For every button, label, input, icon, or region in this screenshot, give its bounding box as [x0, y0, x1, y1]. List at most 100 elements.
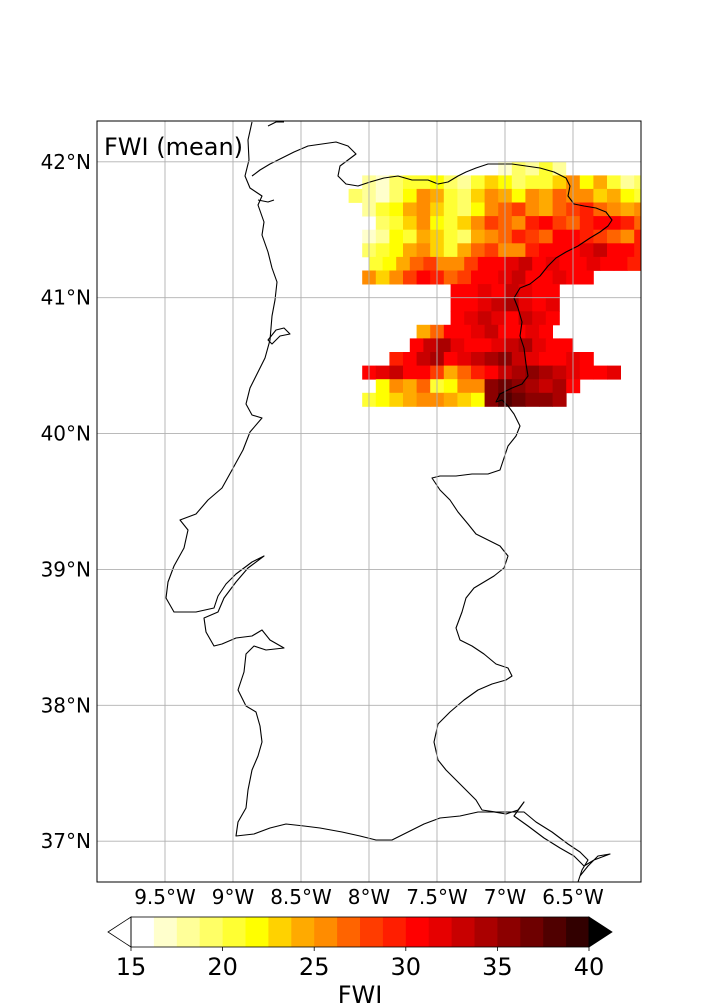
fwi-cell [545, 297, 560, 312]
fwi-cell [375, 365, 390, 380]
fwi-cell [579, 352, 594, 366]
fwi-cell [532, 297, 547, 312]
fwi-cell [457, 216, 472, 231]
fwi-cell [661, 243, 675, 257]
fwi-cell [375, 392, 390, 407]
fwi-cell [491, 297, 506, 312]
fwi-cell [511, 324, 526, 339]
fwi-cell [457, 188, 472, 203]
fwi-cell [716, 230, 720, 244]
fwi-cell [525, 229, 540, 244]
fwi-cell [416, 352, 431, 366]
fwi-cell [477, 311, 492, 326]
fwi-cell [457, 175, 472, 190]
fwi-cell [443, 202, 458, 217]
fwi-cell [477, 284, 492, 299]
fwi-cell [525, 188, 540, 203]
fwi-cell [443, 216, 458, 231]
colorbar-swatch [382, 917, 407, 947]
fwi-cell [484, 161, 499, 176]
colorbar-swatch [176, 917, 201, 947]
fwi-cell [464, 297, 479, 312]
colorbar-tick-label: 25 [299, 953, 330, 981]
fwi-cell [511, 270, 526, 285]
fwi-cell [511, 229, 526, 244]
colorbar-frame [130, 916, 590, 948]
fwi-cell [539, 161, 553, 176]
fwi-cell [689, 243, 703, 257]
fwi-cell [403, 270, 417, 285]
fwi-cell [416, 188, 431, 203]
fwi-cell [661, 189, 675, 203]
fwi-cell [484, 229, 499, 244]
longitude-tick-label: 7.5°W [406, 885, 468, 909]
fwi-cell [409, 338, 424, 353]
fwi-cell [579, 202, 594, 217]
fwi-cell [389, 216, 404, 231]
fwi-cell [416, 324, 431, 339]
fwi-cell [607, 202, 621, 217]
fwi-cell [634, 202, 641, 217]
fwi-cell [579, 270, 594, 285]
latitude-tick-labels: 37°N 38°N 39°N 40°N 41°N 42°N [41, 150, 91, 853]
colorbar-swatch [543, 917, 567, 947]
fwi-cell [375, 216, 390, 231]
fwi-cell [539, 392, 553, 407]
fwi-cell [464, 338, 479, 353]
fwi-cell [573, 256, 587, 271]
fwi-cell [579, 243, 594, 258]
latitude-tick-label: 39°N [41, 557, 91, 581]
fwi-cell [689, 216, 703, 230]
fwi-cell [525, 324, 540, 339]
fwi-cell [607, 188, 621, 203]
fwi-cell [689, 230, 703, 244]
fwi-cell [464, 256, 479, 271]
fwi-cell [403, 188, 417, 203]
fwi-cell [423, 256, 438, 271]
fwi-cell [403, 379, 417, 394]
fwi-cell [416, 365, 431, 380]
fwi-cell [545, 311, 560, 326]
fwi-cell [593, 229, 608, 244]
fwi-cell [634, 175, 641, 190]
fwi-cell [375, 243, 390, 258]
fwi-cell [525, 202, 540, 217]
colorbar-swatch [291, 917, 315, 947]
colorbar-tick-label: 20 [207, 953, 238, 981]
fwi-cell [437, 256, 451, 271]
fwi-cell [471, 188, 485, 203]
colorbar-ticks: 15 20 25 30 35 40 [116, 947, 604, 981]
fwi-cell [389, 188, 404, 203]
fwi-cell [457, 270, 472, 285]
fwi-cell [484, 216, 499, 231]
colorbar-swatch [199, 917, 223, 947]
fwi-cell [375, 202, 390, 217]
fwi-cell [471, 324, 485, 339]
fwi-cell [675, 243, 689, 257]
fwi-cell [525, 365, 540, 380]
fwi-cell [382, 256, 397, 271]
fwi-cell [464, 311, 479, 326]
fwi-cell [484, 379, 499, 394]
fwi-cell [675, 216, 689, 230]
fwi-cell [403, 392, 417, 407]
fwi-cell [443, 229, 458, 244]
fwi-cell [675, 175, 689, 189]
fwi-cell [403, 229, 417, 244]
fwi-cell [620, 243, 635, 258]
longitude-tick-label: 6.5°W [542, 885, 604, 909]
fwi-cell [443, 324, 458, 339]
fwi-cell [559, 338, 574, 353]
fwi-cell [457, 229, 472, 244]
fwi-cell [702, 203, 716, 217]
latitude-tick-label: 37°N [41, 829, 91, 853]
fwi-cell [532, 338, 547, 353]
colorbar-swatch [360, 917, 384, 947]
fwi-cell [389, 352, 404, 366]
fwi-cell [648, 189, 662, 203]
fwi-cell [702, 189, 716, 203]
fwi-cell [348, 188, 363, 203]
longitude-tick-label: 7°W [484, 885, 527, 909]
fwi-cell [423, 338, 438, 353]
